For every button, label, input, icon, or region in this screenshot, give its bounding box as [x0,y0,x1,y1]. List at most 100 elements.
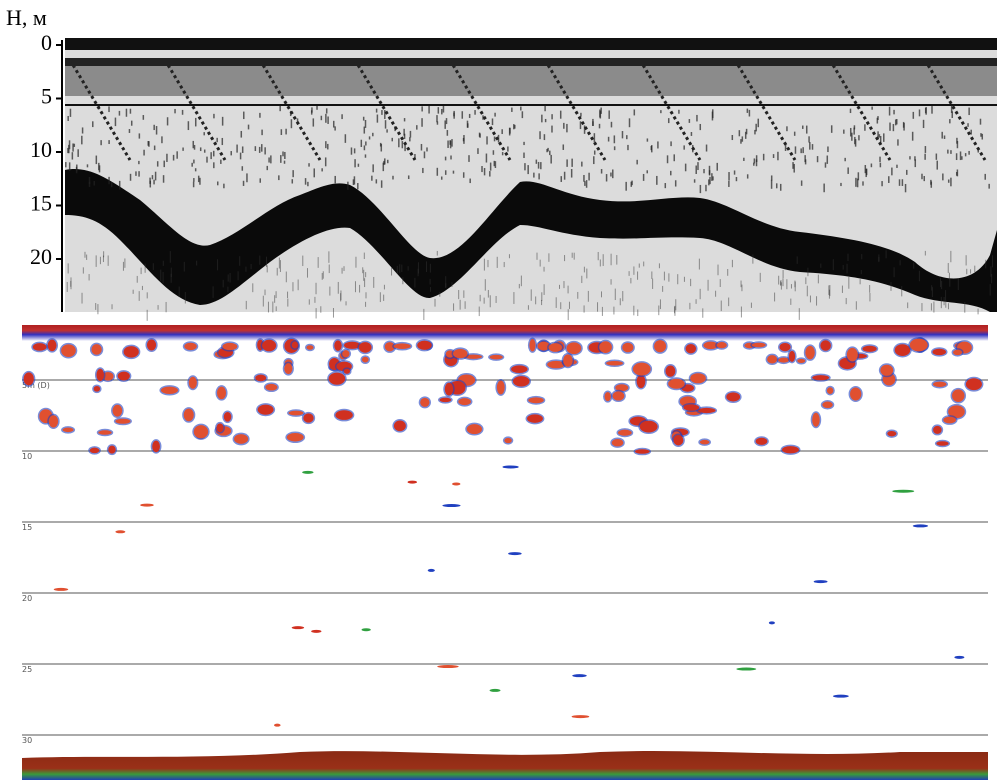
echo-speck [313,168,315,177]
echo-speck [637,271,638,279]
echo-target [302,471,313,474]
echo-speck [694,179,696,182]
echo-speck [942,173,944,180]
echo-speck [949,279,950,287]
target-core [633,363,651,376]
echo-target [357,341,373,355]
echo-speck [438,107,440,113]
target-core [113,405,123,417]
echo-target [457,397,473,407]
target-core [284,363,292,374]
echo-speck [797,256,798,263]
echo-target [465,423,483,436]
echo-target [845,346,859,362]
echo-speck [967,123,969,127]
echo-speck [806,126,808,134]
echo-target [633,448,651,456]
echo-speck [163,261,164,266]
echo-speck [484,168,486,175]
target-core [668,379,684,389]
echo-target [311,630,321,633]
echo-target [392,342,412,351]
depth-label: 15 [22,523,32,532]
echo-speck [351,147,353,154]
target-core [847,348,858,361]
echo-speck [721,301,722,311]
echo-speck [606,174,608,181]
echo-speck [925,146,927,153]
echo-speck [895,119,897,125]
echo-speck [489,171,491,176]
echo-speck [338,282,339,294]
echo-speck [668,273,669,281]
echo-speck [449,140,451,145]
echo-speck [95,303,96,310]
target-core [394,343,411,349]
echo-speck [966,255,967,265]
echo-speck [700,185,702,193]
surface-band [65,38,997,50]
echo-speck [69,162,71,171]
echo-speck [463,290,464,297]
echo-speck [89,182,91,187]
echo-speck [193,160,195,164]
echo-target [689,372,708,385]
echo-speck [217,181,219,185]
echo-speck [316,308,317,318]
echo-speck [546,149,548,152]
echo-target [292,626,304,629]
echo-speck [820,264,821,268]
echo-speck [961,156,963,159]
target-core [936,441,948,445]
echo-speck [384,158,386,164]
echo-speck [81,136,83,145]
echo-speck [492,118,494,125]
echo-speck [992,255,993,267]
echo-speck [245,267,246,272]
echo-target [92,384,101,393]
target-core [789,351,795,362]
echo-speck [377,115,379,123]
echo-speck [479,307,480,317]
echo-speck [344,266,345,271]
echo-speck [327,116,329,123]
echo-speck [801,180,803,185]
echo-speck [800,148,802,153]
target-core [96,369,103,381]
echo-speck [193,178,195,182]
echo-speck [267,265,268,272]
echo-speck [660,299,661,309]
echo-speck [651,271,652,279]
echo-target [140,504,154,507]
surface-band [65,58,997,66]
echo-speck [586,269,587,279]
echo-speck [381,180,383,187]
echo-speck [622,131,624,138]
echo-speck [444,120,446,128]
echo-speck [703,169,705,173]
echo-speck [334,176,336,183]
echo-speck [68,263,69,273]
echo-target [667,377,686,390]
echo-speck [843,265,844,270]
echo-speck [103,256,104,262]
target-core [217,423,224,432]
echo-speck [272,301,273,312]
echo-speck [856,301,857,309]
echo-target [419,396,431,408]
echo-speck [200,147,202,151]
echo-speck [897,139,899,145]
echo-speck [453,171,455,174]
echo-speck [276,291,277,298]
surface-band [65,66,997,96]
tick-label: 20 [30,244,52,269]
echo-speck [138,171,140,176]
echo-speck [545,119,547,122]
echo-speck [277,268,278,276]
echo-speck [263,296,264,307]
echo-speck [944,297,945,305]
target-core [605,392,611,401]
echo-target [616,428,633,437]
echo-speck [447,130,449,136]
echo-speck [341,114,343,119]
